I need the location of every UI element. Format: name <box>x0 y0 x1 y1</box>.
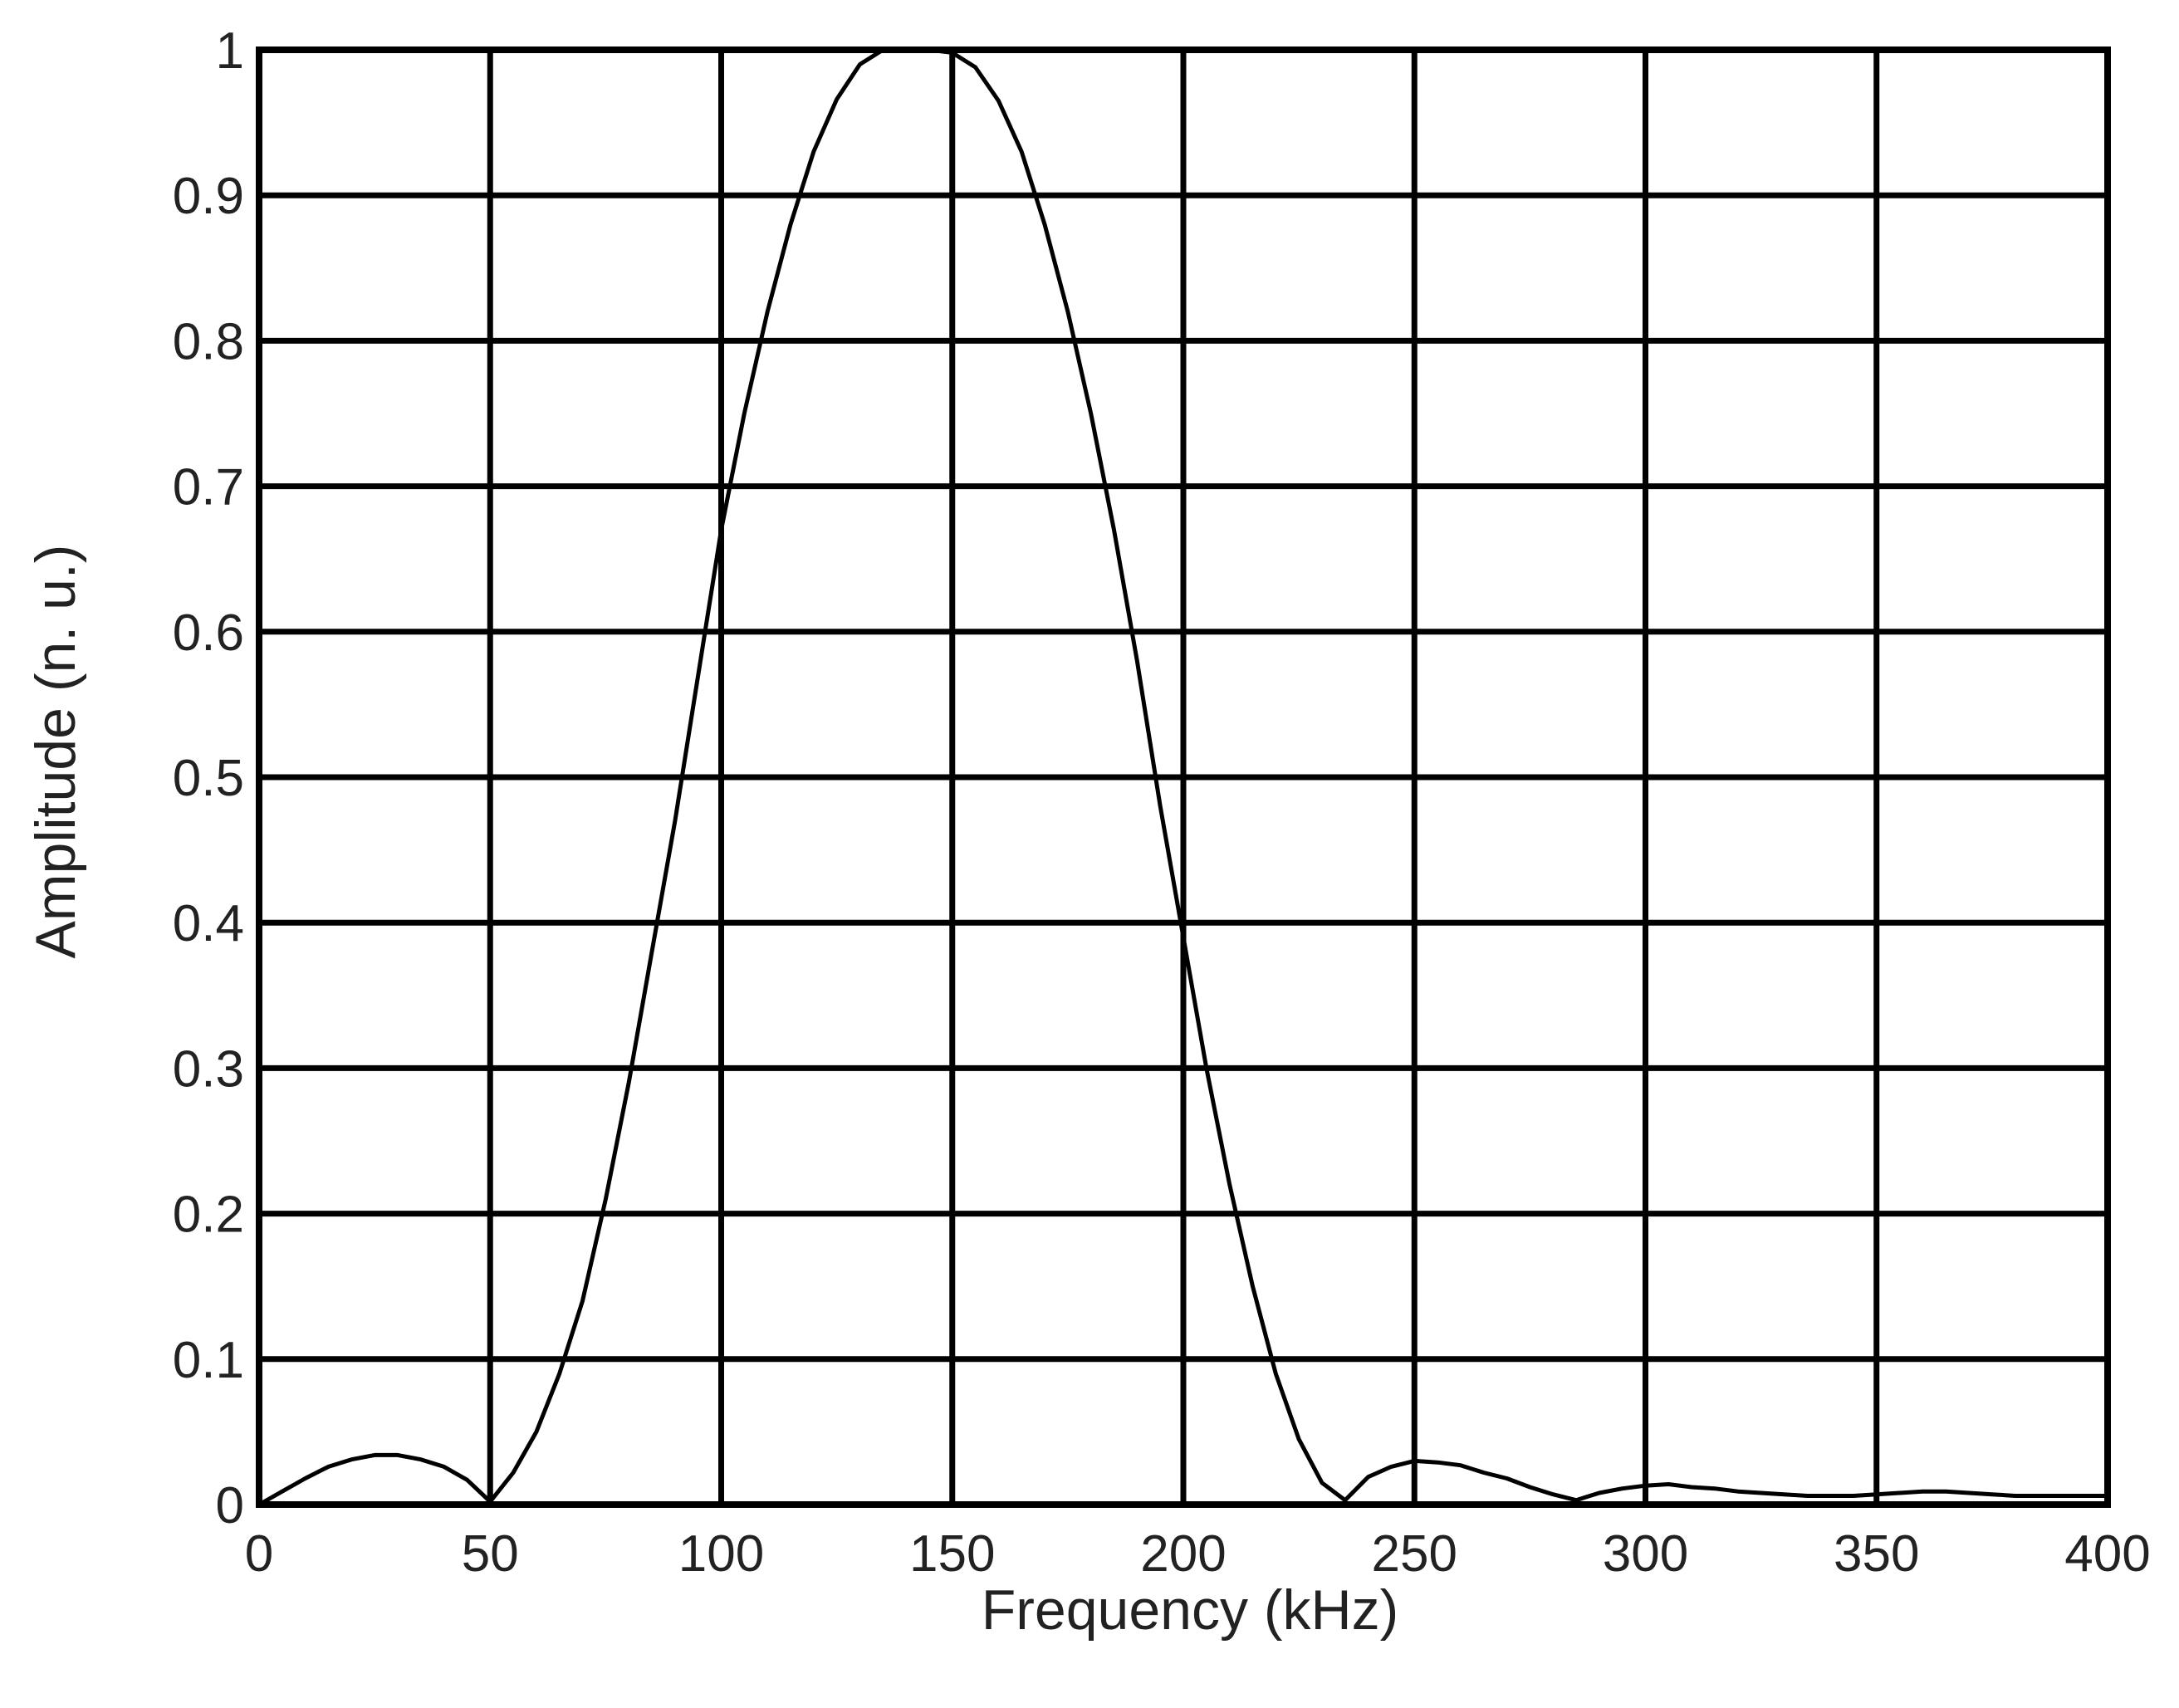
y-tick-label: 0.5 <box>173 750 244 807</box>
y-tick-label: 0.6 <box>173 604 244 662</box>
x-tick-labels: 0 50 100 150 200 250 300 350 400 <box>245 1525 2151 1583</box>
y-tick-label: 0.3 <box>173 1040 244 1098</box>
x-tick-label: 300 <box>1603 1525 1688 1583</box>
x-tick-label: 400 <box>2064 1525 2150 1583</box>
x-tick-label: 200 <box>1140 1525 1226 1583</box>
x-tick-label: 0 <box>245 1525 273 1583</box>
x-tick-label: 100 <box>678 1525 764 1583</box>
y-tick-labels: 0 0.1 0.2 0.3 0.4 0.5 0.6 0.7 0.8 0.9 1 <box>173 22 244 1534</box>
y-tick-label: 0.9 <box>173 168 244 225</box>
y-tick-label: 1 <box>216 22 244 80</box>
y-tick-label: 0 <box>216 1477 244 1534</box>
y-tick-label: 0.7 <box>173 459 244 516</box>
grid-lines <box>256 46 2111 1508</box>
y-tick-label: 0.4 <box>173 895 244 952</box>
plot-frame <box>256 46 2111 1508</box>
y-tick-label: 0.8 <box>173 313 244 370</box>
y-tick-label: 0.2 <box>173 1187 244 1244</box>
x-tick-label: 350 <box>1834 1525 1919 1583</box>
x-tick-label: 150 <box>909 1525 995 1583</box>
y-axis-label: Amplitude (n. u.) <box>24 545 87 959</box>
series-line <box>257 47 2110 1507</box>
x-tick-label: 50 <box>462 1525 519 1583</box>
x-axis-label: Frequency (kHz) <box>982 1578 1399 1642</box>
y-tick-label: 0.1 <box>173 1332 244 1389</box>
x-tick-label: 250 <box>1372 1525 1457 1583</box>
